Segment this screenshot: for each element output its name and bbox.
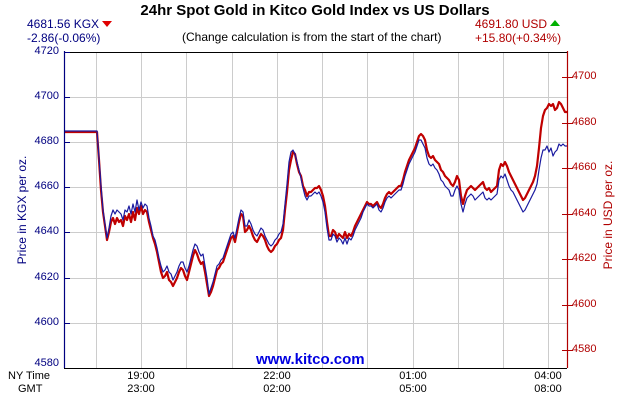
right-tick-label: 4600 <box>572 298 597 310</box>
right-tick-label: 4700 <box>572 70 597 82</box>
up-arrow-icon <box>550 20 561 26</box>
chart-title: 24hr Spot Gold in Kitco Gold Index vs US… <box>140 2 490 19</box>
usd-change: +15.80(+0.34%) <box>475 31 562 45</box>
usd-series-line <box>64 100 567 298</box>
x-tick-ny: 01:00 <box>399 370 427 382</box>
right-tick-label: 4580 <box>572 343 597 355</box>
x-tick-ny: 22:00 <box>263 370 291 382</box>
left-tick-label: 4720 <box>34 45 59 57</box>
x-tick-gmt: 08:00 <box>534 383 562 395</box>
left-tick-label: 4600 <box>34 316 59 328</box>
right-axis-title: Price in USD per oz. <box>601 160 615 270</box>
usd-price: 4691.80 USD <box>475 17 561 31</box>
right-tick-label: 4660 <box>572 161 597 173</box>
left-axis-ticks <box>64 52 70 324</box>
chart-subtitle: (Change calculation is from the start of… <box>182 30 442 44</box>
kgx-price-value: 4681.56 KGX <box>27 17 100 31</box>
left-tick-label: 4620 <box>34 271 59 283</box>
kgx-series-line <box>64 130 567 295</box>
kitco-watermark: www.kitco.com <box>256 351 365 368</box>
x-tick-ny: 19:00 <box>127 370 155 382</box>
left-tick-label: 4680 <box>34 135 59 147</box>
kgx-price: 4681.56 KGX <box>27 17 113 31</box>
x-tick-gmt: 05:00 <box>399 383 427 395</box>
kgx-change: -2.86(-0.06%) <box>27 31 101 45</box>
right-tick-label: 4680 <box>572 116 597 128</box>
left-axis-title: Price in KGX per oz. <box>15 155 29 265</box>
x-tick-gmt: 02:00 <box>263 383 291 395</box>
ny-time-label: NY Time <box>8 370 50 382</box>
right-tick-label: 4620 <box>572 252 597 264</box>
grid-vertical <box>96 52 549 368</box>
left-tick-label: 4580 <box>34 357 59 369</box>
left-tick-label: 4640 <box>34 225 59 237</box>
right-axis-ticks <box>562 77 573 351</box>
down-arrow-icon <box>102 21 113 27</box>
left-tick-label: 4660 <box>34 180 59 192</box>
x-tick-ny: 04:00 <box>534 370 562 382</box>
usd-price-value: 4691.80 USD <box>475 17 548 31</box>
gmt-label: GMT <box>18 383 43 395</box>
x-tick-gmt: 23:00 <box>127 383 155 395</box>
left-tick-label: 4700 <box>34 90 59 102</box>
right-tick-label: 4640 <box>572 207 597 219</box>
